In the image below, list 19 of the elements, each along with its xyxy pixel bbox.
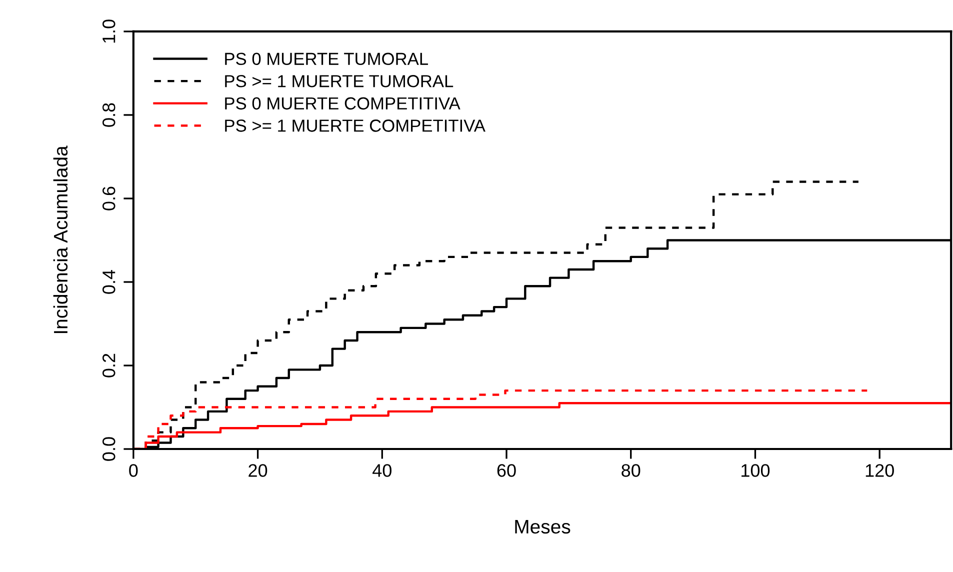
legend-label: PS 0 MUERTE TUMORAL <box>225 52 428 66</box>
x-tick-label: 100 <box>742 464 770 477</box>
y-tick-label: 0.0 <box>102 437 116 461</box>
x-tick-label: 40 <box>372 464 392 477</box>
x-tick-label: 60 <box>497 464 516 477</box>
y-tick-label: 1.0 <box>102 20 116 43</box>
x-tick-label: 0 <box>129 464 138 477</box>
x-tick-label: 80 <box>622 464 640 477</box>
x-tick-label: 120 <box>866 464 894 477</box>
legend-label: PS 0 MUERTE COMPETITIVA <box>225 97 460 110</box>
y-tick-label: 0.2 <box>102 354 116 378</box>
x-tick-label: 20 <box>248 464 268 477</box>
x-axis-title: Meses <box>515 520 570 534</box>
y-axis-title: Incidencia Acumulada <box>53 146 68 334</box>
y-tick-label: 0.6 <box>102 186 116 210</box>
y-tick-label: 0.8 <box>102 103 116 127</box>
legend-label: PS >= 1 MUERTE COMPETITIVA <box>225 120 486 132</box>
y-tick-label: 0.4 <box>102 270 116 294</box>
legend-label: PS >= 1 MUERTE TUMORAL <box>225 75 454 88</box>
